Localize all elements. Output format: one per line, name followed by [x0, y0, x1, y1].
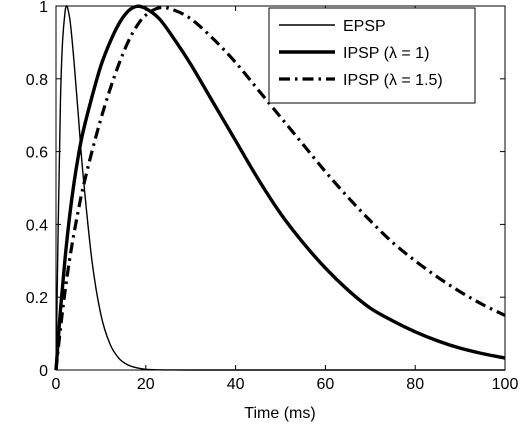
- y-tick-label: 0: [39, 363, 48, 380]
- y-tick-label: 0.4: [26, 217, 48, 234]
- x-tick-label: 60: [317, 376, 335, 393]
- tick-layer: 0 20 40 60 80 100 0 0.2 0.4 0.6 0.8 1: [26, 0, 519, 393]
- x-tick-label: 80: [406, 376, 424, 393]
- legend-label-2: IPSP (λ = 1): [343, 45, 429, 62]
- series-line-1: [55, 5, 505, 371]
- legend-label-3: IPSP (λ = 1.5): [343, 72, 443, 89]
- x-tick-label: 100: [492, 376, 519, 393]
- legend-box: [268, 7, 476, 104]
- y-tick-label: 1: [39, 0, 48, 16]
- legend: EPSP IPSP (λ = 1) IPSP (λ = 1.5): [268, 7, 476, 104]
- y-tick-label: 0.2: [26, 290, 48, 307]
- x-tick-label: 40: [227, 376, 245, 393]
- legend-label-1: EPSP: [343, 18, 386, 35]
- y-tick-label: 0.6: [26, 145, 48, 162]
- y-tick-label: 0.8: [26, 72, 48, 89]
- series-line-2: [54, 4, 506, 371]
- x-axis-title: Time (ms): [244, 405, 315, 422]
- x-tick-label: 20: [137, 376, 155, 393]
- series-layer: [54, 4, 506, 371]
- x-tick-label: 0: [52, 376, 61, 393]
